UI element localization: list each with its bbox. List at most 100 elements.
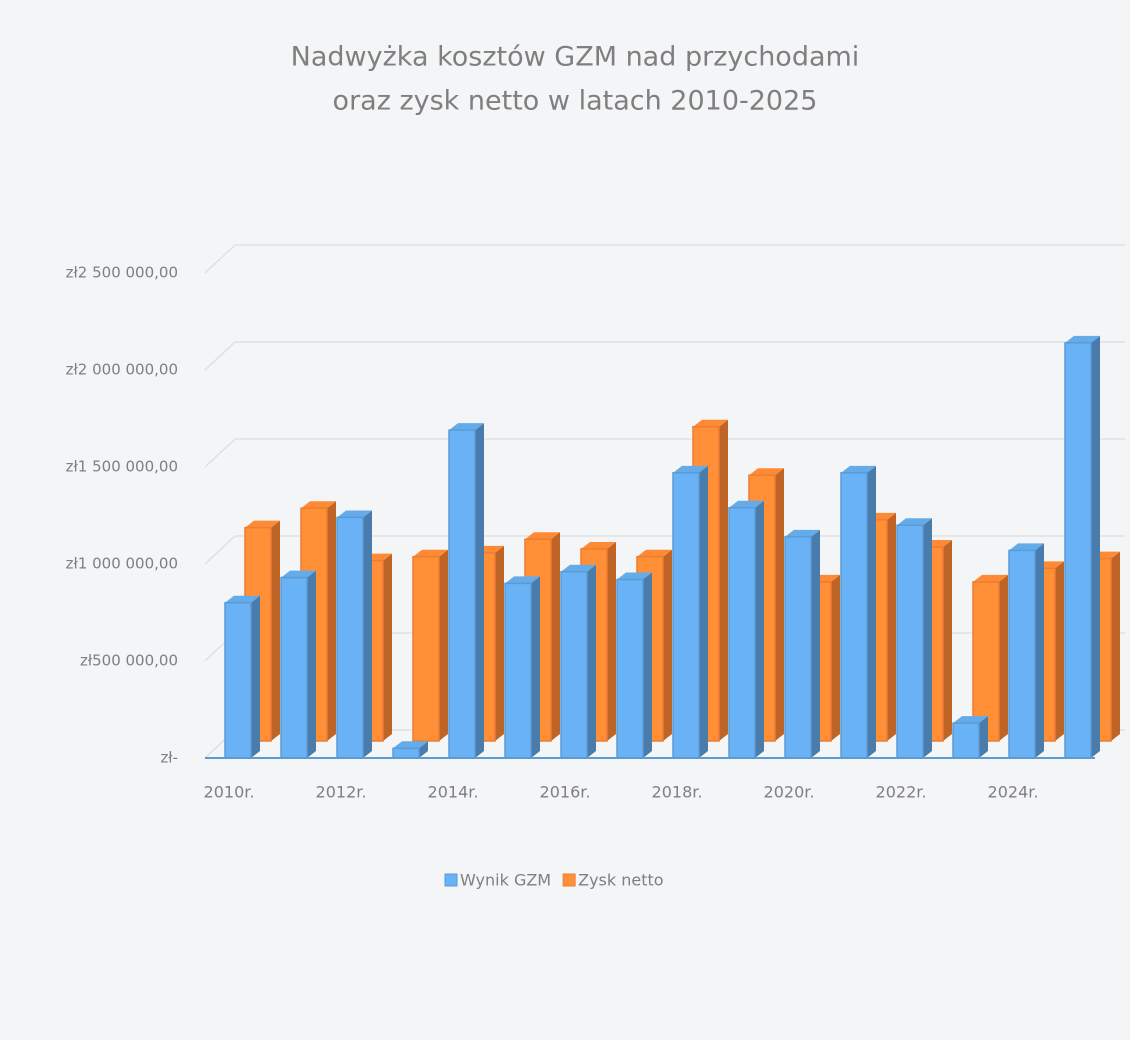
- x-tick-label: 2018r.: [652, 783, 703, 802]
- bar-side: [419, 741, 428, 758]
- y-tick-label: zł2 500 000,00: [66, 264, 178, 282]
- bar-side: [699, 465, 708, 758]
- bar-top: [785, 529, 820, 537]
- x-tick-label: 2024r.: [988, 783, 1039, 802]
- bar-side: [383, 553, 392, 741]
- bar-side: [755, 500, 764, 758]
- x-tick-label: 2012r.: [316, 783, 367, 802]
- legend-swatch: [562, 873, 576, 887]
- bar-side: [923, 518, 932, 758]
- bar-side: [811, 529, 820, 758]
- legend-label: Zysk netto: [578, 871, 663, 890]
- x-tick-label: 2014r.: [428, 783, 479, 802]
- grid-line: [204, 438, 1125, 468]
- bar: [840, 472, 868, 759]
- bar-top: [841, 465, 876, 473]
- bar: [504, 582, 532, 759]
- bar-side: [607, 541, 616, 741]
- grid-line: [204, 535, 1125, 565]
- bar: [448, 429, 476, 759]
- bar: [280, 576, 308, 759]
- bar-side: [1091, 335, 1100, 758]
- x-tick-label: 2010r.: [204, 783, 255, 802]
- bar: [392, 747, 420, 759]
- bar-top: [693, 419, 728, 427]
- bar: [896, 524, 924, 759]
- bar-side: [999, 574, 1008, 741]
- bar: [972, 581, 1000, 742]
- bar-top: [449, 423, 484, 431]
- bar-side: [439, 549, 448, 741]
- y-tick-label: zł2 000 000,00: [66, 361, 178, 379]
- bar-top: [281, 570, 316, 578]
- grid-line: [204, 244, 1125, 274]
- bar-side: [943, 540, 952, 741]
- bar-top: [897, 518, 932, 526]
- bar-side: [887, 512, 896, 741]
- y-tick-label: zł1 500 000,00: [66, 458, 178, 476]
- bar: [728, 506, 756, 759]
- bar-top: [1065, 335, 1100, 343]
- bar-top: [337, 510, 372, 518]
- bar-side: [1111, 551, 1120, 741]
- x-tick-label: 2016r.: [540, 783, 591, 802]
- bar-side: [719, 419, 728, 741]
- bar-top: [749, 468, 784, 476]
- bar-side: [587, 564, 596, 758]
- bar-top: [225, 595, 260, 603]
- bar: [1008, 549, 1036, 759]
- bar-top: [525, 532, 560, 540]
- bar-top: [1009, 543, 1044, 551]
- bar-side: [495, 545, 504, 741]
- bar-top: [505, 576, 540, 584]
- bar-side: [271, 520, 280, 741]
- bar: [224, 602, 252, 759]
- bar-side: [551, 532, 560, 741]
- bar: [616, 578, 644, 759]
- bar-side: [327, 501, 336, 741]
- bar-top: [673, 465, 708, 473]
- bar: [672, 472, 700, 759]
- bar-side: [663, 549, 672, 741]
- x-tick-label: 2020r.: [764, 783, 815, 802]
- bar-side: [307, 570, 316, 758]
- y-tick-label: zł1 000 000,00: [66, 555, 178, 573]
- bar-side: [1055, 561, 1064, 741]
- bar-side: [831, 574, 840, 741]
- bar-side: [251, 595, 260, 758]
- bar-side: [867, 465, 876, 758]
- y-tick-label: zł500 000,00: [80, 652, 178, 670]
- grid-line: [204, 341, 1125, 371]
- legend-label: Wynik GZM: [460, 871, 551, 890]
- bar-top: [973, 574, 1008, 582]
- bar-top: [561, 564, 596, 572]
- chart-title: oraz zysk netto w latach 2010-2025: [333, 86, 818, 117]
- bar-side: [531, 576, 540, 758]
- bar: [784, 536, 812, 759]
- bar: [560, 571, 588, 759]
- bar-side: [1035, 543, 1044, 758]
- bar-top: [617, 572, 652, 580]
- legend-swatch: [444, 873, 458, 887]
- bar: [1064, 342, 1092, 759]
- bar-top: [301, 501, 336, 509]
- bar-top: [581, 541, 616, 549]
- bar-top: [245, 520, 280, 528]
- y-tick-label: zł-: [160, 749, 178, 767]
- bar-top: [413, 549, 448, 557]
- bar-top: [729, 500, 764, 508]
- bar-side: [363, 510, 372, 758]
- bar: [336, 516, 364, 759]
- bar: [412, 555, 440, 742]
- bar-side: [643, 572, 652, 758]
- bar: [952, 722, 980, 759]
- x-tick-label: 2022r.: [876, 783, 927, 802]
- bar-top: [953, 716, 988, 724]
- bar-side: [475, 423, 484, 758]
- bar-top: [393, 741, 428, 749]
- bar-top: [637, 549, 672, 557]
- chart-title: Nadwyżka kosztów GZM nad przychodami: [291, 42, 860, 73]
